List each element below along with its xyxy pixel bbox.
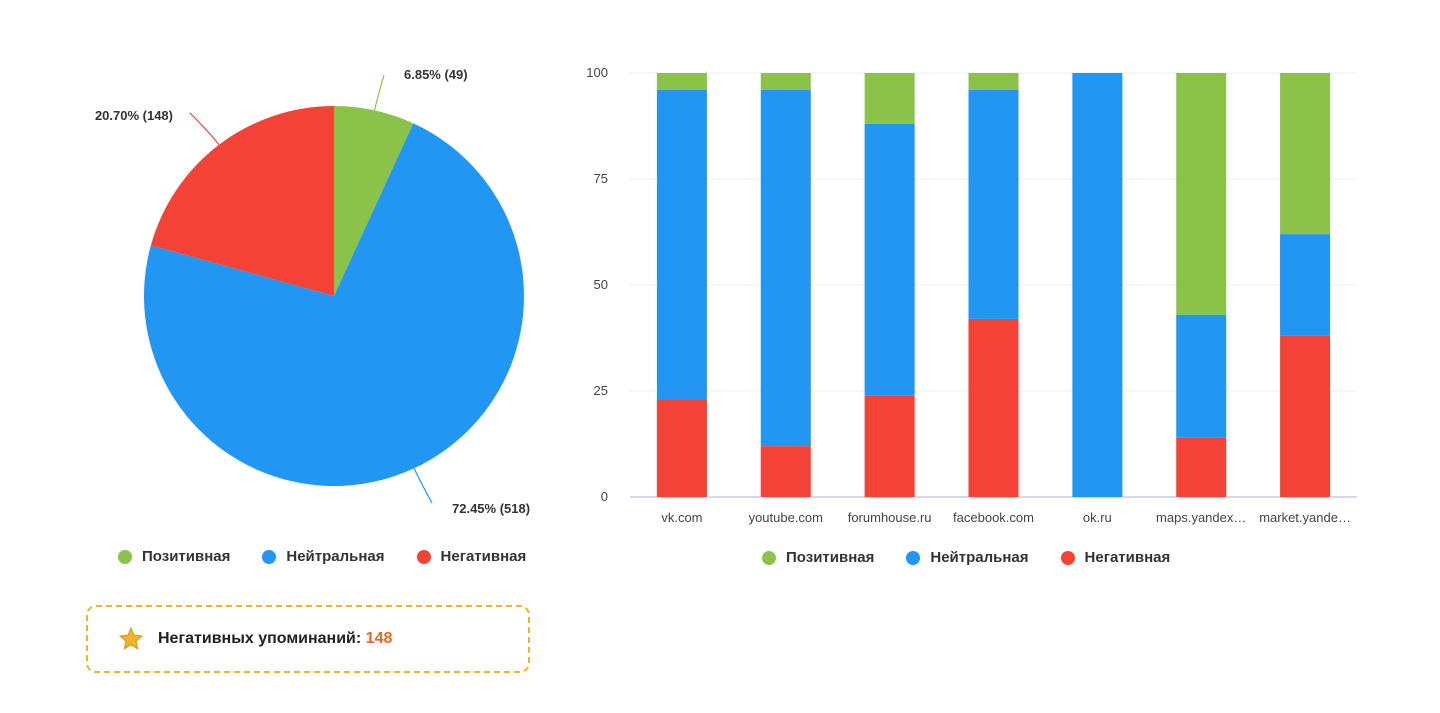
bar-segment[interactable]: [1280, 335, 1331, 497]
bar-chart-panel: 0 25 50 75 100 vk.com youtube.com forumhouse.ru…: [580, 0, 1440, 713]
stacked-bar-chart: 0 25 50 75 100 vk.com youtube.com forumhouse.ru…: [586, 65, 1357, 525]
bar-segment[interactable]: [864, 395, 915, 497]
bar-segment[interactable]: [1176, 314, 1227, 438]
star-icon: [118, 626, 144, 650]
bar-segment[interactable]: [1280, 73, 1331, 235]
pie-data-label: 6.85% (49): [404, 67, 468, 82]
pie-slice[interactable]: [143, 123, 524, 486]
bar-segment[interactable]: [656, 399, 707, 497]
legend-item-positive[interactable]: Позитивная: [118, 548, 230, 565]
legend-label-positive: Позитивная: [142, 548, 231, 565]
bar-segment[interactable]: [760, 73, 811, 90]
pie-label-connector: [189, 112, 220, 146]
pie-slice[interactable]: [150, 106, 334, 296]
bar-segment[interactable]: [656, 73, 707, 90]
bar-segment[interactable]: [968, 318, 1019, 497]
y-tick-label: 50: [594, 277, 608, 292]
bar-segment[interactable]: [864, 73, 915, 124]
x-tick-label: vk.com: [661, 510, 702, 525]
y-tick-label: 100: [586, 65, 608, 80]
negative-mentions-label: Негативных упоминаний:: [158, 630, 362, 647]
pie-data-label: 72.45% (518): [452, 501, 530, 516]
legend-label-negative: Негативная: [440, 548, 527, 565]
y-tick-label: 75: [594, 171, 608, 186]
bar-legend-label-positive: Позитивная: [786, 549, 875, 566]
x-tick-label: youtube.com: [749, 510, 823, 525]
legend-dot-negative: [416, 549, 431, 564]
x-tick-label: market.yande…: [1259, 510, 1351, 525]
bar-legend-label-negative: Негативная: [1084, 549, 1171, 566]
legend-item-neutral[interactable]: Нейтральная: [262, 548, 385, 565]
bar-legend-label-neutral: Нейтральная: [930, 549, 1029, 566]
bar-segment[interactable]: [656, 89, 707, 400]
pie-slice[interactable]: [334, 106, 414, 296]
pie-chart: 6.85% (49) 72.45% (518) 20.70% (148): [95, 67, 530, 516]
pie-legend: Позитивная Нейтральная Негативная: [118, 548, 526, 565]
legend-item-negative[interactable]: Негативная: [416, 548, 527, 565]
y-tick-label: 25: [594, 383, 608, 398]
bar-segment[interactable]: [968, 73, 1019, 90]
bar-segment[interactable]: [760, 446, 811, 497]
negative-mentions-count: 148: [365, 630, 393, 647]
bar-segment[interactable]: [1280, 234, 1331, 336]
bar-legend-dot-positive: [762, 550, 776, 565]
x-tick-label: ok.ru: [1083, 510, 1112, 525]
x-tick-label: facebook.com: [953, 510, 1034, 525]
bar-segment[interactable]: [760, 89, 811, 447]
x-tick-label: forumhouse.ru: [848, 510, 932, 525]
bar-segment[interactable]: [1176, 73, 1227, 315]
bar-legend-item-neutral[interactable]: Нейтральная: [906, 549, 1029, 566]
legend-label-neutral: Нейтральная: [286, 548, 385, 565]
pie-label-connector: [374, 74, 385, 111]
bar-legend: Позитивная Нейтральная Негативная: [762, 549, 1170, 566]
bar-segment[interactable]: [864, 123, 915, 396]
bar-legend-item-negative[interactable]: Негативная: [1060, 549, 1171, 566]
negative-mentions-box: Негативных упоминаний: 148: [86, 605, 530, 673]
bar-legend-dot-negative: [1060, 550, 1075, 565]
bar-segment[interactable]: [1176, 437, 1227, 497]
bar-legend-dot-neutral: [906, 550, 921, 565]
x-tick-label: maps.yandex…: [1156, 510, 1246, 525]
pie-data-label: 20.70% (148): [95, 108, 173, 123]
pie-chart-panel: 6.85% (49) 72.45% (518) 20.70% (148) Позит…: [0, 0, 580, 713]
y-tick-label: 0: [601, 489, 608, 504]
legend-dot-neutral: [262, 549, 277, 564]
legend-dot-positive: [118, 549, 132, 564]
bar-segment[interactable]: [1072, 73, 1123, 497]
pie-label-connector: [413, 468, 433, 504]
bar-legend-item-positive[interactable]: Позитивная: [762, 549, 874, 566]
bar-segment[interactable]: [968, 89, 1019, 319]
